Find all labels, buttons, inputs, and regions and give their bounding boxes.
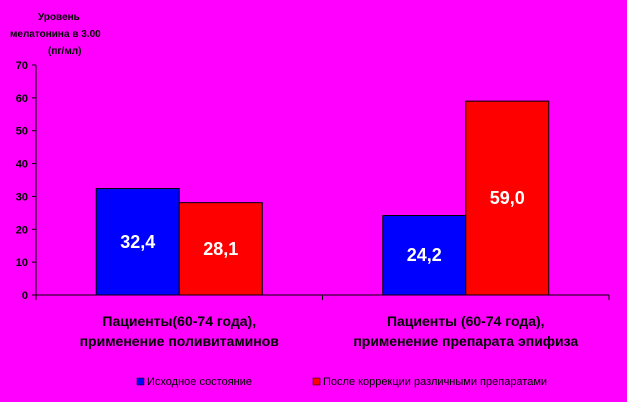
y-axis-title-line: мелатонина в 3.00 bbox=[10, 29, 101, 40]
data-labels: 32,4 28,1 24,2 59,0 bbox=[120, 188, 525, 265]
bar bbox=[465, 100, 550, 296]
bar bbox=[95, 188, 180, 296]
category-label: применение поливитаминов bbox=[80, 333, 280, 349]
y-tick-label: 50 bbox=[16, 126, 28, 138]
bars bbox=[95, 100, 550, 296]
y-tick-labels: 0 10 20 30 40 50 60 70 bbox=[16, 60, 28, 302]
legend-label: После коррекции различными препаратами bbox=[323, 376, 547, 388]
y-axis-title-line: (пг/мл) bbox=[48, 46, 81, 57]
y-tick-label: 60 bbox=[16, 93, 28, 105]
y-tick-label: 40 bbox=[16, 159, 28, 171]
data-label: 32,4 bbox=[120, 232, 155, 252]
category-label: Пациенты(60-74 года), bbox=[102, 313, 256, 329]
category-labels: Пациенты(60-74 года), применение поливита… bbox=[80, 313, 579, 349]
axes bbox=[32, 64, 610, 300]
category-label: Пациенты (60-74 года), bbox=[387, 313, 545, 329]
y-tick-label: 70 bbox=[16, 60, 28, 72]
bar bbox=[382, 214, 467, 296]
data-label: 28,1 bbox=[203, 239, 238, 259]
bar bbox=[178, 202, 263, 296]
data-label: 59,0 bbox=[490, 188, 525, 208]
legend-label: Исходное состояние bbox=[147, 376, 252, 388]
y-tick-label: 30 bbox=[16, 191, 28, 203]
legend-swatch bbox=[136, 377, 145, 386]
category-label: применение препарата эпифиза bbox=[353, 333, 578, 349]
y-axis-title: Уровень мелатонина в 3.00 (пг/мл) bbox=[10, 12, 101, 57]
y-tick-label: 20 bbox=[16, 224, 28, 236]
y-tick-label: 10 bbox=[16, 257, 28, 269]
data-label: 24,2 bbox=[407, 245, 442, 265]
y-tick-label: 0 bbox=[22, 290, 28, 302]
legend: Исходное состояние После коррекции различ… bbox=[136, 376, 547, 388]
legend-swatch bbox=[312, 377, 321, 386]
y-axis-title-line: Уровень bbox=[38, 12, 80, 23]
